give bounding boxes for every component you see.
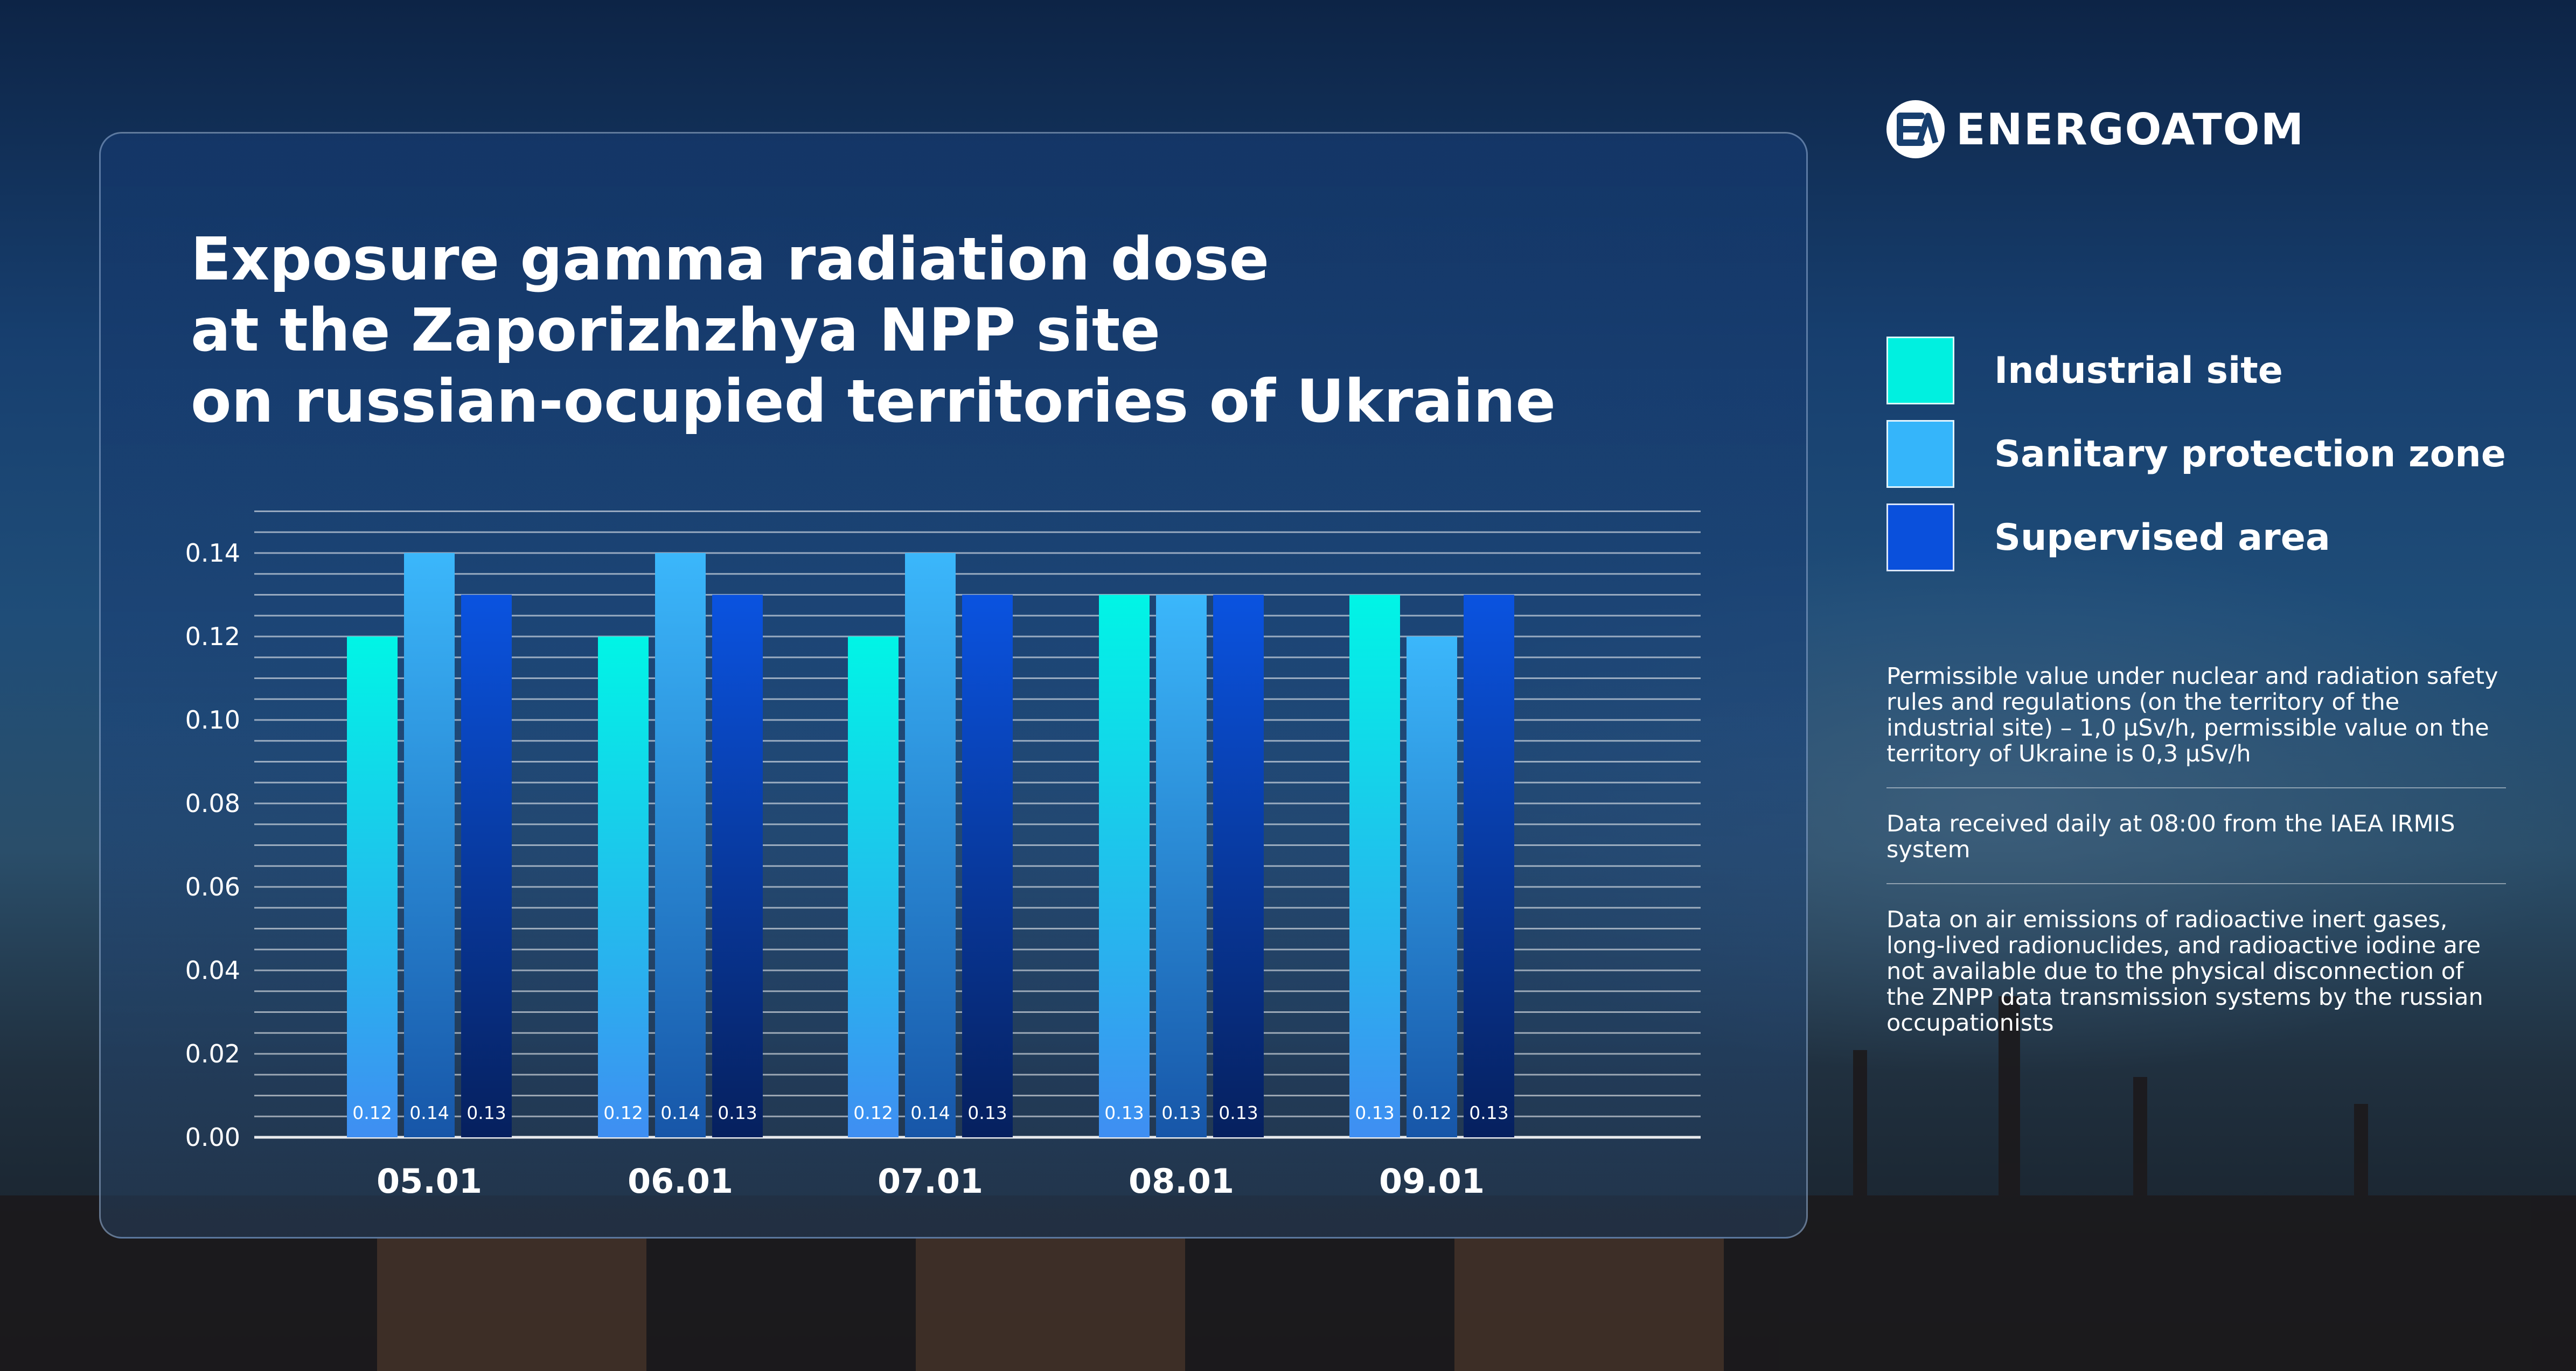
energoatom-logo-icon [1886, 100, 1945, 158]
bar [1464, 594, 1514, 1137]
x-tick-label: 07.01 [878, 1162, 983, 1201]
bar-value-label: 0.13 [1355, 1102, 1394, 1123]
legend-item-sanitary-protection-zone: Sanitary protection zone [1886, 419, 2506, 489]
bar-value-label: 0.13 [967, 1102, 1007, 1123]
legend: Industrial site Sanitary protection zone… [1886, 335, 2506, 586]
note-data-source: Data received daily at 08:00 from the IA… [1886, 811, 2506, 884]
x-tick-label: 08.01 [1129, 1162, 1234, 1201]
bar [404, 553, 455, 1137]
y-tick-label: 0.02 [185, 1039, 240, 1068]
x-tick-label: 06.01 [628, 1162, 733, 1201]
legend-label: Supervised area [1994, 516, 2330, 559]
note-data-unavailable: Data on air emissions of radioactive ine… [1886, 906, 2483, 1037]
bar-value-label: 0.12 [1412, 1102, 1451, 1123]
y-tick-label: 0.00 [185, 1123, 240, 1152]
bar [461, 594, 512, 1137]
bar-value-label: 0.13 [1104, 1102, 1144, 1123]
bar-value-label: 0.13 [1161, 1102, 1201, 1123]
bar-value-label: 0.12 [352, 1102, 392, 1123]
bar-value-label: 0.13 [1469, 1102, 1508, 1123]
bar-value-label: 0.12 [853, 1102, 893, 1123]
bar [905, 553, 956, 1137]
bar-value-label: 0.12 [603, 1102, 643, 1123]
notes: Permissible value under nuclear and radi… [1886, 663, 2506, 1079]
title-line: at the Zaporizhzhya NPP site [191, 296, 1161, 365]
chart-title: Exposure gamma radiation dose at the Zap… [191, 223, 1556, 437]
bar-value-label: 0.13 [718, 1102, 757, 1123]
y-tick-label: 0.14 [185, 538, 240, 568]
bar [1099, 594, 1150, 1137]
x-tick-label: 05.01 [377, 1162, 482, 1201]
bar-value-label: 0.14 [409, 1102, 449, 1123]
legend-item-industrial-site: Industrial site [1886, 335, 2506, 405]
bar [1213, 594, 1264, 1137]
bar [347, 636, 398, 1137]
bar [598, 636, 649, 1137]
title-line: Exposure gamma radiation dose [191, 225, 1270, 293]
brand-name: ENERGOATOM [1956, 104, 2305, 155]
y-tick-label: 0.08 [185, 789, 240, 818]
bar [1349, 594, 1400, 1137]
bar [1156, 594, 1207, 1137]
legend-swatch [1886, 503, 1954, 571]
legend-label: Sanitary protection zone [1994, 432, 2506, 475]
bar-value-label: 0.14 [910, 1102, 950, 1123]
bar-value-label: 0.14 [660, 1102, 700, 1123]
y-tick-label: 0.10 [185, 705, 240, 735]
bar-value-label: 0.13 [467, 1102, 506, 1123]
legend-label: Industrial site [1994, 349, 2283, 392]
note-permissible-value: Permissible value under nuclear and radi… [1886, 663, 2506, 788]
legend-swatch [1886, 420, 1954, 488]
y-tick-label: 0.06 [185, 872, 240, 901]
bar [848, 636, 899, 1137]
legend-swatch [1886, 337, 1954, 404]
bar [962, 594, 1013, 1137]
x-tick-label: 09.01 [1379, 1162, 1485, 1201]
bar [1407, 636, 1457, 1137]
bar [712, 594, 763, 1137]
bar [655, 553, 706, 1137]
bar-value-label: 0.13 [1219, 1102, 1258, 1123]
y-tick-label: 0.12 [185, 622, 240, 651]
brand-logo: ENERGOATOM [1884, 97, 2305, 162]
y-tick-label: 0.04 [185, 956, 240, 985]
title-line: on russian-ocupied territories of Ukrain… [191, 367, 1556, 436]
legend-item-supervised-area: Supervised area [1886, 502, 2506, 572]
